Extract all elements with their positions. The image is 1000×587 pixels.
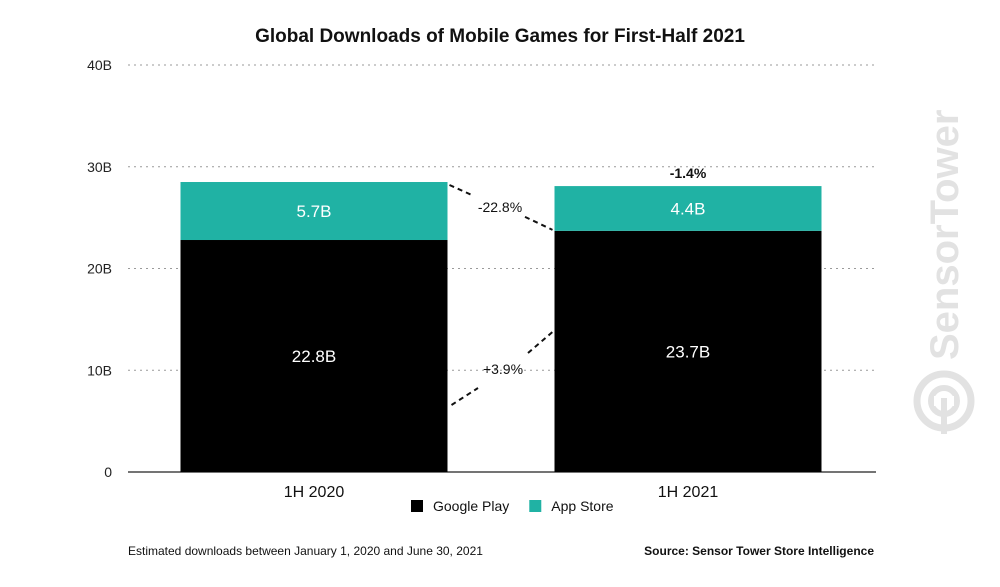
legend: Google Play App Store — [411, 498, 614, 514]
bar-value-label: 4.4B — [671, 199, 706, 218]
legend-label: App Store — [551, 498, 613, 514]
chart-title: Global Downloads of Mobile Games for Fir… — [255, 26, 745, 47]
y-tick-label: 10B — [87, 362, 112, 378]
legend-swatch — [411, 500, 423, 512]
bar-value-label: 23.7B — [666, 342, 710, 361]
y-tick-label: 0 — [104, 464, 112, 480]
bar-segment — [554, 230, 822, 472]
y-axis-ticks: 0 10B 20B 30B 40B — [87, 57, 112, 480]
app-store-connector — [524, 215, 553, 231]
x-tick-label: 1H 2020 — [284, 484, 345, 501]
sensor-tower-watermark: SensorTower — [913, 110, 975, 434]
source-note: Source: Sensor Tower Store Intelligence — [644, 544, 874, 558]
bar-value-label: 5.7B — [297, 202, 332, 221]
y-tick-label: 40B — [87, 57, 112, 73]
y-tick-label: 20B — [87, 261, 112, 277]
y-tick-label: 30B — [87, 159, 112, 175]
bar-segment — [180, 182, 448, 241]
watermark-text: SensorTower — [923, 110, 967, 360]
x-axis-labels: 1H 2020 1H 2021 — [284, 484, 719, 501]
x-tick-label: 1H 2021 — [658, 484, 719, 501]
footnote: Estimated downloads between January 1, 2… — [128, 544, 483, 558]
bars: 22.8B 5.7B 23.7B 4.4B — [180, 182, 822, 472]
change-connectors — [449, 184, 554, 406]
bar-segment — [554, 186, 822, 231]
bar-segment — [180, 240, 448, 472]
google-play-change-label: +3.9% — [483, 361, 523, 377]
legend-swatch — [529, 500, 542, 512]
sensor-tower-logo-icon — [913, 370, 975, 434]
legend-label: Google Play — [433, 498, 509, 514]
total-change-label: -1.4% — [670, 165, 707, 181]
app-store-connector — [449, 184, 475, 197]
app-store-change-label: -22.8% — [478, 199, 522, 215]
google-play-connector — [527, 331, 554, 354]
google-play-connector — [450, 387, 479, 406]
bar-value-label: 22.8B — [292, 347, 336, 366]
